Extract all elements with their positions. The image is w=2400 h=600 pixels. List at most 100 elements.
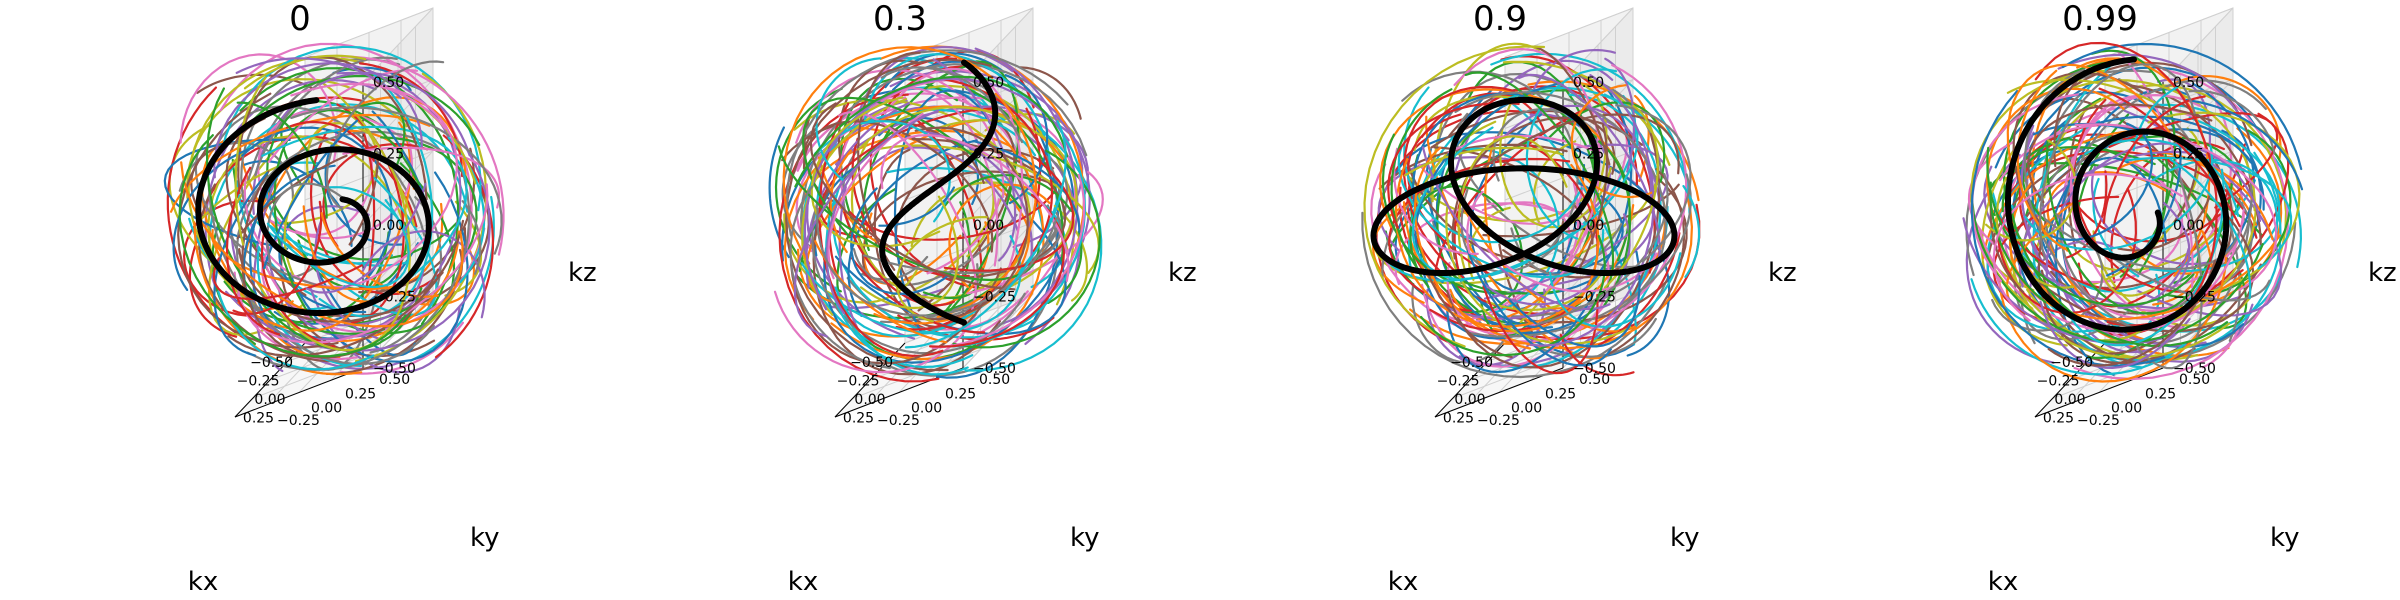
series-line: [1466, 190, 1484, 254]
series-line: [2117, 247, 2190, 309]
series-line: [852, 213, 1018, 287]
series-line: [348, 155, 379, 246]
series-line: [1445, 206, 1632, 345]
highlight-series-line: [195, 97, 432, 316]
series-line: [211, 222, 256, 346]
x-axis-label: kx: [788, 567, 818, 597]
y-tick-label: 0.50: [379, 372, 410, 388]
series-line: [2039, 300, 2190, 370]
z-tick-label: 0.50: [1573, 75, 1604, 91]
x-tick-label: 0.25: [243, 411, 274, 427]
x-tick-label: 0.25: [1443, 411, 1474, 427]
x-tick-label: 0.25: [2043, 411, 2074, 427]
z-tick-label: −0.25: [373, 290, 416, 306]
background-series: [768, 45, 1104, 383]
series-line: [2064, 168, 2225, 347]
gridline: [1562, 7, 1634, 83]
series-line: [1603, 104, 1659, 289]
series-line: [1970, 278, 2187, 376]
series-line: [261, 125, 468, 279]
x-tick-label: 0.25: [843, 411, 874, 427]
series-line: [2162, 202, 2191, 291]
series-line: [1508, 250, 1641, 348]
series-line: [342, 146, 501, 209]
z-tick-label: −0.50: [973, 361, 1016, 377]
x-axis-label: kx: [1988, 567, 2018, 597]
z-axis-label: kz: [2368, 258, 2397, 288]
series-line: [1978, 228, 2223, 333]
series-line: [1682, 185, 1701, 278]
series-line: [1971, 93, 2079, 282]
series-line: [2066, 170, 2108, 259]
series-line: [2016, 214, 2255, 333]
series-line: [2010, 207, 2229, 348]
series-line: [309, 287, 461, 374]
series-line: [1535, 173, 1669, 326]
series-line: [1987, 161, 2264, 237]
x-tick-label: 0.00: [854, 392, 885, 408]
series-line: [799, 63, 1088, 271]
series-line: [801, 96, 1022, 239]
series-line: [1459, 279, 1554, 329]
z-axis-label: kz: [1768, 258, 1797, 288]
series-line: [2201, 322, 2241, 369]
series-line: [2061, 43, 2303, 171]
series-line: [1989, 181, 2047, 304]
series-line: [2024, 135, 2243, 220]
series-line: [360, 229, 486, 319]
series-line: [2049, 122, 2153, 242]
series-line: [225, 166, 281, 336]
x-axis-line: [2034, 342, 2106, 418]
series-line: [2108, 111, 2279, 209]
series-line: [794, 75, 1069, 188]
highlight-series-line: [2005, 56, 2230, 333]
series-line: [972, 140, 1081, 233]
series-line: [789, 262, 1002, 365]
series-line: [1361, 211, 1670, 379]
series-line: [2096, 115, 2252, 164]
series-line: [2132, 86, 2179, 152]
series-line: [256, 246, 362, 367]
series-line: [904, 120, 1067, 349]
chart-panel-3: −0.50−0.250.000.25 −0.250.000.250.50−0.50…: [1962, 0, 2397, 597]
x-tick-label: −0.25: [237, 374, 280, 390]
y-tick-label: 0.00: [2111, 401, 2142, 417]
series-line: [1482, 281, 1590, 306]
series-line: [2021, 145, 2156, 222]
series-line: [1053, 204, 1089, 302]
series-line: [1533, 45, 1611, 166]
series-line: [1426, 271, 1513, 359]
series-line: [1995, 176, 2144, 342]
x-tick-label: −0.25: [2037, 374, 2080, 390]
z-axis-label: kz: [1168, 258, 1197, 288]
series-line: [2117, 50, 2194, 289]
series-line: [2102, 95, 2206, 224]
series-line: [2037, 220, 2179, 355]
x-tick-label: 0.00: [1454, 392, 1485, 408]
series-line: [2169, 158, 2252, 300]
series-line: [1467, 206, 1511, 281]
series-line: [380, 85, 447, 130]
series-line: [1363, 45, 1546, 348]
z-tick-label: −0.50: [2173, 361, 2216, 377]
series-line: [265, 239, 431, 338]
series-line: [1409, 195, 1667, 346]
series-line: [211, 228, 398, 291]
series-line: [234, 76, 267, 246]
series-line: [1970, 90, 2166, 367]
y-axis-label: ky: [1670, 523, 1700, 553]
series-line: [847, 139, 978, 317]
series-line: [2071, 79, 2267, 185]
highlight-series-line: [879, 59, 999, 326]
chart-title: 0.99: [2062, 0, 2138, 39]
series-line: [883, 67, 1024, 287]
series-line: [1529, 74, 1655, 347]
z-tick-label: −0.50: [373, 361, 416, 377]
series-line: [434, 134, 494, 359]
x-tick-label: −0.50: [250, 355, 293, 371]
chart-panel-2: −0.50−0.250.000.25 −0.250.000.250.50−0.50…: [1361, 0, 1797, 597]
series-line: [207, 182, 435, 366]
series-line: [863, 53, 1052, 180]
series-line: [2006, 63, 2176, 167]
